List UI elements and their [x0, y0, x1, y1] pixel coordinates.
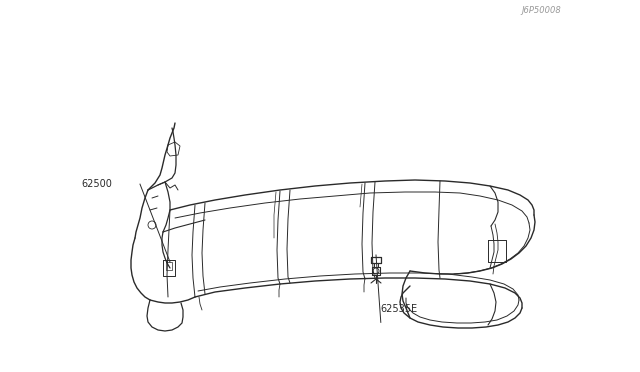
Text: J6P50008: J6P50008	[521, 6, 561, 15]
Text: 62535E: 62535E	[381, 304, 418, 314]
Text: 62500: 62500	[81, 179, 112, 189]
